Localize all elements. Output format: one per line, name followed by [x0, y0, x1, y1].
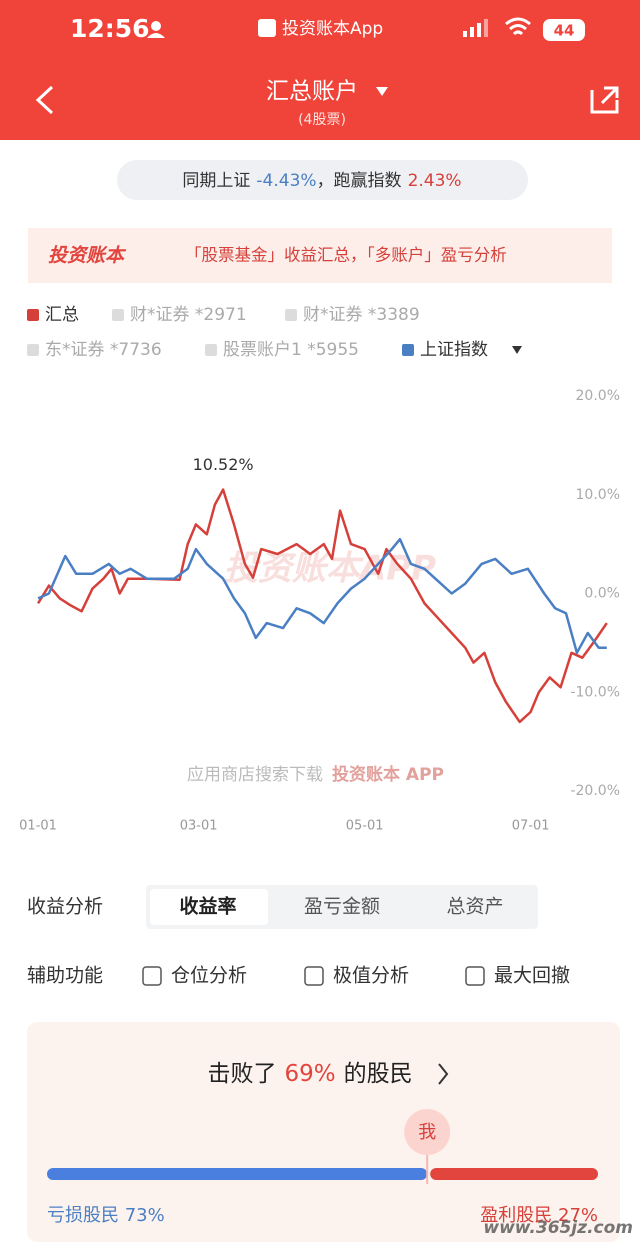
x-tick-label: 05-01 — [346, 819, 384, 834]
y-tick-label: 0.0% — [584, 586, 620, 602]
user-icon-body — [147, 33, 165, 38]
rank-percent: 69% — [284, 1061, 335, 1087]
legend-swatch — [112, 309, 124, 321]
page-title: 汇总账户 — [266, 79, 358, 105]
legend-label[interactable]: 东*证券 *7736 — [45, 340, 162, 360]
series-line — [37, 537, 607, 655]
rank-card — [27, 1022, 620, 1242]
tool-option[interactable]: 仓位分析 — [171, 965, 247, 987]
rank-arrow[interactable] — [438, 1063, 449, 1085]
profit-label: 盈利股民 27% — [480, 1205, 598, 1226]
title-dropdown[interactable] — [376, 87, 388, 96]
tools-label: 辅助功能 — [27, 965, 103, 987]
y-tick-label: 10.0% — [576, 487, 620, 503]
wifi-icon — [505, 17, 531, 36]
battery-level: 44 — [554, 22, 575, 40]
app-icon — [258, 19, 276, 37]
compare-part: -4.43% — [256, 171, 316, 191]
rank-suffix: 的股民 — [344, 1061, 413, 1087]
banner-logo: 投资账本 — [48, 245, 127, 267]
tab-selected[interactable] — [150, 889, 268, 925]
legend-label[interactable]: 财*证券 *2971 — [130, 305, 247, 325]
compare-pill — [117, 160, 528, 200]
y-tick-label: 20.0% — [576, 388, 620, 404]
profit-bar — [430, 1168, 598, 1180]
user-icon — [151, 21, 161, 31]
signal-icon — [463, 19, 488, 37]
analysis-label: 收益分析 — [27, 896, 103, 918]
legend-label[interactable]: 汇总 — [45, 305, 79, 325]
battery-icon — [543, 19, 585, 41]
analysis-tab[interactable]: 盈亏金额 — [304, 896, 380, 918]
checkbox[interactable] — [465, 966, 485, 986]
status-app: 投资账本App — [282, 19, 383, 39]
loss-label: 亏损股民 73% — [47, 1205, 165, 1226]
legend-swatch — [205, 344, 217, 356]
compare-part: 2.43% — [408, 171, 462, 191]
tool-option[interactable]: 最大回撤 — [494, 965, 570, 987]
compare-part: ，跑赢指数 — [317, 171, 402, 191]
chart-watermark-hint: 应用商店搜索下载 — [187, 765, 323, 785]
share-button[interactable] — [590, 86, 619, 114]
x-tick-label: 03-01 — [180, 819, 218, 834]
legend-swatch — [27, 344, 39, 356]
x-tick-label: 07-01 — [512, 819, 550, 834]
checkbox[interactable] — [304, 966, 324, 986]
header-bg — [0, 0, 640, 140]
legend-label[interactable]: 上证指数 — [420, 340, 488, 360]
me-marker — [404, 1109, 451, 1155]
legend-dropdown — [512, 346, 522, 354]
compare-part: 同期上证 — [182, 171, 250, 191]
rank-prefix: 击败了 — [207, 1061, 276, 1087]
legend-swatch — [402, 344, 414, 356]
analysis-tab[interactable]: 总资产 — [446, 896, 503, 918]
peak-annotation: 10.52% — [193, 455, 254, 474]
analysis-tab[interactable]: 收益率 — [179, 895, 236, 918]
legend-label[interactable]: 股票账户1 *5955 — [223, 340, 359, 360]
site-watermark: www.365jz.com — [483, 1218, 633, 1238]
legend-label[interactable]: 财*证券 *3389 — [303, 305, 420, 325]
chart-watermark-brand: 投资账本 APP — [332, 764, 444, 785]
back-button[interactable] — [35, 85, 54, 115]
me-label: 我 — [418, 1122, 436, 1143]
series-line — [37, 488, 608, 724]
y-tick-label: -10.0% — [570, 684, 620, 700]
rank-headline: 击败了 69% 的股民 — [207, 1061, 412, 1087]
x-tick-label: 01-01 — [19, 819, 57, 834]
legend-swatch — [27, 309, 39, 321]
y-tick-label: -20.0% — [570, 783, 620, 799]
banner-bg — [28, 228, 612, 283]
checkboxes — [142, 966, 485, 986]
page-subtitle: (4股票) — [298, 112, 346, 128]
tool-option[interactable]: 极值分析 — [333, 965, 409, 987]
status-time: 12:56 — [70, 14, 150, 43]
loss-bar — [47, 1168, 428, 1180]
compare-text: 同期上证 -4.43%，跑赢指数 2.43% — [182, 171, 461, 191]
checkbox[interactable] — [142, 966, 162, 986]
banner-text: 「股票基金」收益汇总，「多账户」盈亏分析 — [185, 246, 507, 265]
legend-swatch — [285, 309, 297, 321]
